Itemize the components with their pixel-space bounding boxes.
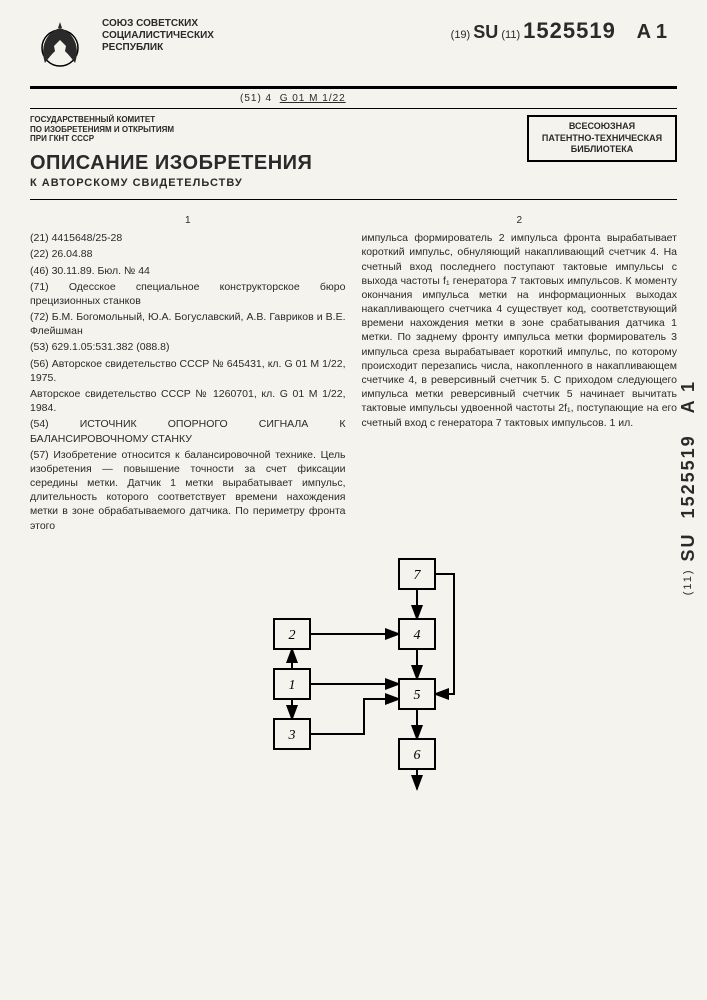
col1-num: 1	[30, 214, 346, 228]
su-mid: (11)	[501, 29, 520, 41]
node-label-6: 6	[413, 748, 420, 763]
field-53: (53) 629.1.05:531.382 (088.8)	[30, 340, 346, 354]
doc-kind: A 1	[637, 21, 667, 43]
ipc-class: (51) 4 G 01 M 1/22	[30, 93, 677, 104]
su-code: SU	[473, 22, 498, 42]
state-emblem	[30, 18, 90, 78]
node-label-2: 2	[288, 628, 295, 643]
field-54: (54) ИСТОЧНИК ОПОРНОГО СИГНАЛА К БАЛАНСИ…	[30, 417, 346, 445]
field-57: (57) Изобретение относится к балансирово…	[30, 448, 346, 533]
edge-7r-5	[435, 574, 454, 694]
column-2: 2 импульса формирователь 2 импульса фрон…	[362, 214, 678, 535]
document-number-block: (19) SU (11) 1525519 A 1	[451, 18, 677, 44]
country-line2: СОЦИАЛИСТИЧЕСКИХ	[102, 30, 439, 42]
committee-block: ГОСУДАРСТВЕННЫЙ КОМИТЕТ ПО ИЗОБРЕТЕНИЯМ …	[30, 115, 230, 144]
node-label-5: 5	[413, 688, 420, 703]
rule-top	[30, 86, 677, 89]
patent-number: 1525519	[523, 18, 616, 43]
country-line3: РЕСПУБЛИК	[102, 42, 439, 54]
field-46: (46) 30.11.89. Бюл. № 44	[30, 264, 346, 278]
field-56: (56) Авторское свидетельство СССР № 6454…	[30, 357, 346, 385]
col2-body: импульса формирователь 2 импульса фронта…	[362, 231, 678, 429]
column-1: 1 (21) 4415648/25-28 (22) 26.04.88 (46) …	[30, 214, 346, 535]
doc-title: ОПИСАНИЕ ИЗОБРЕТЕНИЯ	[30, 152, 312, 175]
field-71: (71) Одесское специальное конструкторско…	[30, 280, 346, 308]
col2-num: 2	[362, 214, 678, 228]
node-label-7: 7	[413, 568, 421, 583]
rule-mid	[30, 199, 677, 200]
node-label-3: 3	[287, 728, 295, 743]
block-diagram: 2 1 3 7 4 5 6	[214, 549, 494, 799]
side-doc-number: (11) SU 1525519 A 1	[678, 380, 699, 595]
body-columns: 1 (21) 4415648/25-28 (22) 26.04.88 (46) …	[30, 214, 677, 535]
country-line1: СОЮЗ СОВЕТСКИХ	[102, 18, 439, 30]
field-22: (22) 26.04.88	[30, 247, 346, 261]
library-stamp: ВСЕСОЮЗНАЯ ПАТЕНТНО-ТЕХНИЧЕСКАЯ БИБЛИОТЕ…	[527, 115, 677, 162]
su-prefix: (19)	[451, 29, 471, 41]
node-label-1: 1	[288, 678, 295, 693]
field-72: (72) Б.М. Богомольный, Ю.А. Богуславский…	[30, 310, 346, 338]
rule-ipc	[30, 108, 677, 109]
field-21: (21) 4415648/25-28	[30, 231, 346, 245]
edge-3-5	[310, 699, 399, 734]
field-56b: Авторское свидетельство СССР № 1260701, …	[30, 387, 346, 415]
doc-subtitle: К АВТОРСКОМУ СВИДЕТЕЛЬСТВУ	[30, 177, 312, 189]
node-label-4: 4	[413, 628, 420, 643]
